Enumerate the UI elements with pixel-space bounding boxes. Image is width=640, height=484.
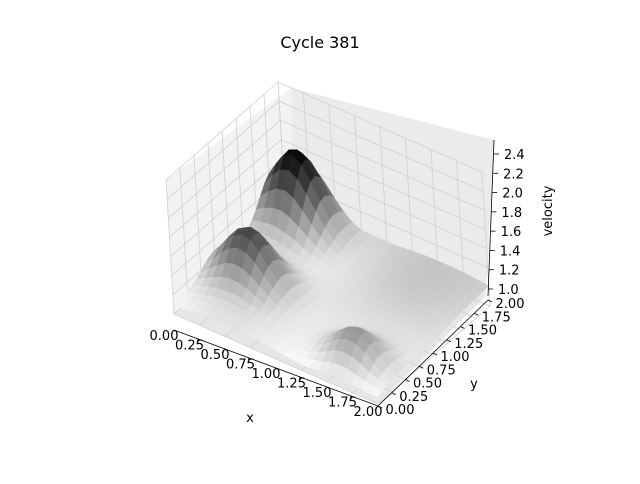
z-tick-label: 1.0	[498, 283, 519, 298]
z-tick-label: 2.0	[502, 187, 523, 202]
z-tick-label: 2.4	[504, 148, 525, 163]
x-tick-label: 1.50	[303, 386, 332, 401]
left-grid-line	[169, 139, 282, 238]
y-tick-label: 1.00	[441, 350, 470, 365]
y-tick-mark	[460, 326, 465, 329]
y-tick-label: 0.25	[399, 390, 428, 405]
x-tick-label: 1.25	[277, 377, 306, 392]
x-ticks: 0.000.250.500.751.001.251.501.752.00	[150, 329, 383, 420]
z-axis-label: velocity	[541, 185, 556, 236]
z-tick-label: 1.2	[499, 264, 520, 279]
x-tick-label: 2.00	[354, 405, 383, 420]
y-tick-label: 2.00	[496, 297, 525, 312]
y-tick-mark	[474, 312, 479, 316]
y-ticks: 0.000.250.500.751.001.251.501.752.00	[377, 297, 525, 418]
left-grid-line	[168, 119, 281, 219]
back-pane	[291, 88, 494, 296]
x-tick-label: 1.00	[252, 367, 281, 382]
x-tick-label: 0.50	[201, 348, 230, 363]
left-grid-line	[179, 167, 189, 302]
x-tick-mark	[298, 377, 302, 382]
surface-patch	[368, 386, 383, 398]
left-grid-line	[166, 100, 280, 200]
x-tick-label: 0.25	[175, 339, 204, 354]
x-tick-mark	[323, 386, 328, 392]
back-grid-line	[281, 139, 486, 230]
y-tick-mark	[487, 299, 493, 303]
y-tick-label: 0.50	[413, 377, 442, 392]
y-tick-mark	[446, 339, 451, 343]
y-tick-mark	[377, 405, 383, 409]
x-tick-mark	[349, 396, 353, 401]
chart-title: Cycle 381	[280, 33, 360, 52]
back-grid-line	[379, 126, 389, 262]
left-grid-line	[165, 81, 279, 181]
y-tick-label: 1.25	[454, 337, 483, 352]
x-tick-mark	[374, 405, 379, 411]
back-grid-line	[280, 119, 485, 211]
y-tick-mark	[432, 352, 438, 356]
x-tick-mark	[272, 367, 277, 373]
back-grid-line	[354, 115, 363, 250]
z-tick-label: 1.8	[501, 206, 522, 221]
surface	[173, 149, 490, 398]
y-tick-mark	[419, 365, 424, 369]
z-tick-label: 2.2	[503, 167, 524, 182]
back-grid-line	[278, 100, 484, 192]
x-tick-mark	[221, 348, 226, 354]
x-tick-label: 1.75	[328, 396, 357, 411]
x-tick-mark	[247, 358, 251, 363]
z-tick-label: 1.6	[501, 225, 522, 240]
z-tick-label: 1.4	[500, 244, 521, 259]
back-grid-line	[277, 81, 483, 173]
left-grid-line	[165, 179, 175, 315]
y-axis-label: y	[470, 377, 478, 392]
left-grid-line	[170, 158, 283, 257]
x-axis-label: x	[246, 411, 254, 426]
y-tick-label: 1.75	[482, 310, 511, 325]
y-tick-mark	[405, 379, 410, 382]
y-tick-mark	[391, 392, 396, 396]
x-tick-label: 0.00	[150, 329, 179, 344]
x-tick-label: 0.75	[226, 358, 255, 373]
left-grid-line	[193, 155, 203, 290]
y-tick-label: 1.50	[468, 324, 497, 339]
x-tick-mark	[170, 329, 175, 335]
left-pane	[166, 88, 293, 314]
back-grid-line	[405, 138, 414, 273]
x-tick-mark	[196, 339, 200, 344]
y-tick-label: 0.00	[386, 403, 415, 418]
z-ticks: 1.0 1.2 1.4 1.6 1.8 2.0 2.2 2.4	[488, 148, 525, 298]
y-tick-label: 0.75	[427, 363, 456, 378]
